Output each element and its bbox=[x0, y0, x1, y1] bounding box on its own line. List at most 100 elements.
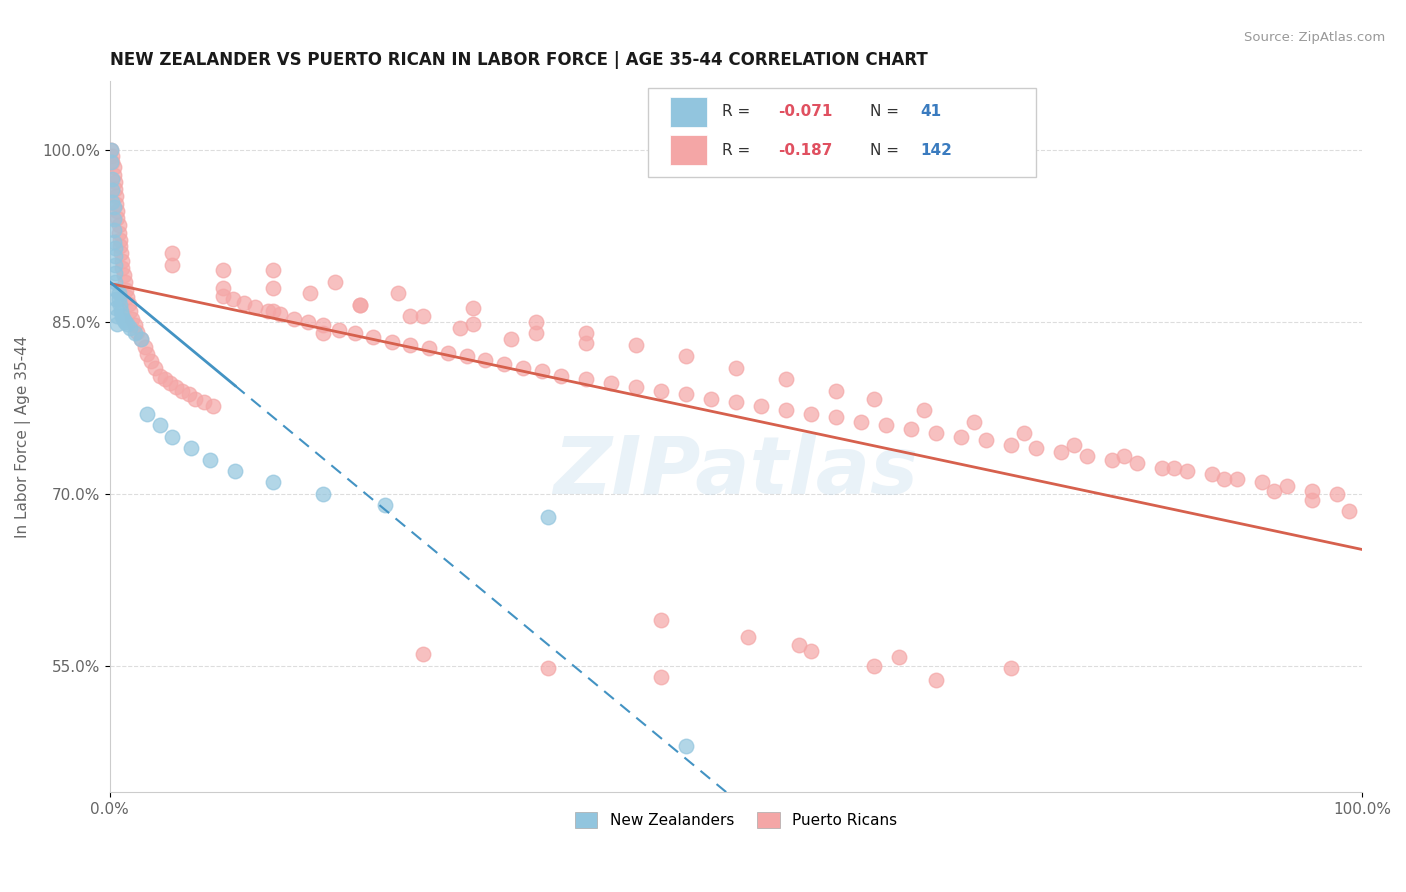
Point bbox=[912, 403, 935, 417]
Point bbox=[162, 430, 184, 444]
Point bbox=[180, 441, 202, 455]
Point bbox=[232, 295, 254, 310]
Point bbox=[262, 263, 284, 277]
Point bbox=[650, 670, 672, 684]
Point bbox=[1326, 487, 1348, 501]
Point bbox=[925, 673, 948, 687]
Point bbox=[162, 258, 184, 272]
Point bbox=[437, 346, 460, 360]
Point bbox=[104, 275, 127, 289]
Point bbox=[107, 292, 129, 306]
Point bbox=[103, 169, 125, 183]
Point bbox=[105, 189, 128, 203]
Point bbox=[775, 403, 797, 417]
Point bbox=[105, 292, 128, 306]
Point bbox=[211, 280, 233, 294]
Point bbox=[724, 395, 747, 409]
Text: -0.187: -0.187 bbox=[779, 143, 832, 158]
Point bbox=[112, 312, 135, 326]
Text: R =: R = bbox=[723, 143, 755, 158]
Point bbox=[862, 659, 884, 673]
Point bbox=[1000, 438, 1022, 452]
Point bbox=[550, 368, 572, 383]
Point bbox=[412, 648, 434, 662]
Point bbox=[675, 387, 697, 401]
Point bbox=[524, 315, 547, 329]
Point bbox=[1301, 483, 1323, 498]
Point bbox=[162, 246, 184, 260]
Point bbox=[537, 509, 560, 524]
Point bbox=[111, 261, 134, 276]
Point bbox=[449, 320, 471, 334]
Point bbox=[124, 318, 146, 333]
Point bbox=[127, 326, 149, 340]
Text: R =: R = bbox=[723, 104, 755, 120]
Point bbox=[575, 335, 598, 350]
Text: ZIPatlas: ZIPatlas bbox=[554, 434, 918, 511]
Point bbox=[114, 275, 136, 289]
Point bbox=[117, 296, 139, 310]
Point bbox=[1163, 460, 1185, 475]
Point bbox=[129, 332, 152, 346]
Point bbox=[524, 326, 547, 341]
Point bbox=[269, 307, 291, 321]
Point bbox=[193, 395, 215, 409]
Point bbox=[108, 239, 131, 253]
Point bbox=[104, 266, 127, 280]
Point bbox=[117, 318, 139, 332]
Point bbox=[136, 347, 159, 361]
Point bbox=[114, 315, 136, 329]
Point bbox=[153, 372, 176, 386]
Point bbox=[256, 303, 278, 318]
Point bbox=[787, 638, 810, 652]
Point bbox=[105, 318, 128, 332]
Point bbox=[775, 372, 797, 386]
Point bbox=[724, 360, 747, 375]
Point bbox=[800, 644, 823, 658]
Point bbox=[105, 310, 128, 324]
Point bbox=[143, 360, 166, 375]
Point bbox=[900, 422, 922, 436]
Point bbox=[624, 380, 647, 394]
Point bbox=[104, 249, 127, 263]
Point bbox=[537, 661, 560, 675]
Point bbox=[177, 387, 200, 401]
Point bbox=[149, 418, 172, 433]
Point bbox=[105, 203, 128, 218]
Text: Source: ZipAtlas.com: Source: ZipAtlas.com bbox=[1244, 31, 1385, 45]
Point bbox=[108, 233, 131, 247]
Point bbox=[1226, 472, 1249, 486]
Point bbox=[299, 286, 322, 301]
Point bbox=[749, 399, 772, 413]
Point bbox=[323, 275, 346, 289]
Point bbox=[159, 376, 181, 390]
Point bbox=[107, 226, 129, 240]
Point bbox=[387, 286, 409, 301]
Legend: New Zealanders, Puerto Ricans: New Zealanders, Puerto Ricans bbox=[568, 805, 904, 834]
Point bbox=[312, 487, 335, 501]
Point bbox=[105, 283, 128, 297]
Point bbox=[1263, 483, 1285, 498]
Point bbox=[224, 464, 246, 478]
Point bbox=[976, 433, 998, 447]
Point bbox=[111, 254, 134, 268]
Point bbox=[575, 326, 598, 341]
Point bbox=[112, 268, 135, 282]
Point bbox=[650, 384, 672, 398]
Point bbox=[1213, 472, 1236, 486]
Point bbox=[374, 499, 396, 513]
Point bbox=[1339, 504, 1361, 518]
Point bbox=[963, 415, 986, 429]
Point bbox=[1275, 479, 1298, 493]
Point bbox=[134, 340, 156, 354]
Point bbox=[825, 410, 848, 425]
Point bbox=[474, 352, 496, 367]
Point bbox=[575, 372, 598, 386]
Point bbox=[107, 218, 129, 232]
Point bbox=[1012, 426, 1035, 441]
Point bbox=[349, 298, 371, 312]
Y-axis label: In Labor Force | Age 35-44: In Labor Force | Age 35-44 bbox=[15, 335, 31, 538]
Point bbox=[104, 258, 127, 272]
Point bbox=[499, 332, 522, 346]
FancyBboxPatch shape bbox=[669, 136, 707, 165]
